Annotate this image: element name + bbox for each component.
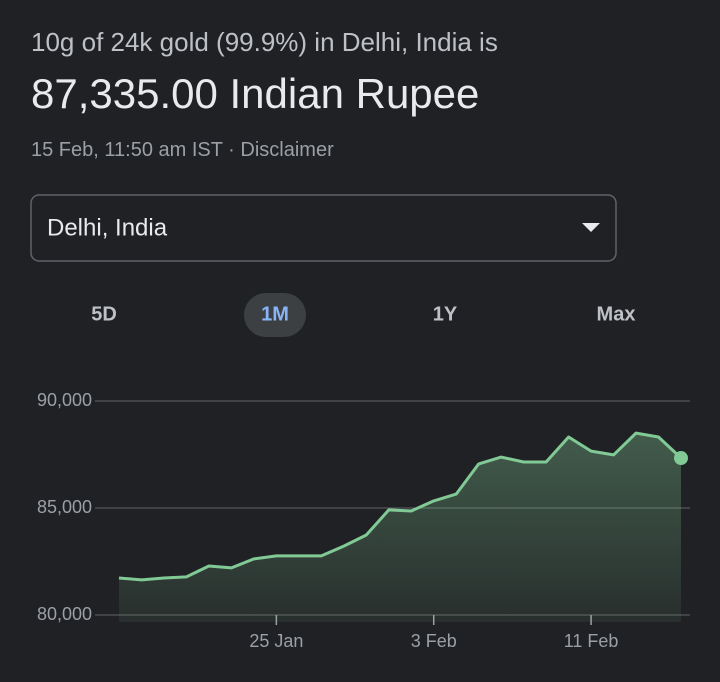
range-tab[interactable]: Max <box>597 303 636 325</box>
line <box>118 431 683 582</box>
chart: 80,000 85,000 90,000 25 Jan 3 Feb 11 Feb <box>37 390 690 651</box>
range-tab[interactable]: 5D <box>91 303 117 325</box>
tab-selected-bg[interactable] <box>244 293 306 337</box>
range-tab[interactable]: 1Y <box>433 303 458 325</box>
timestamp-text: 15 Feb, 11:50 am IST <box>31 139 223 161</box>
y-tick-label: 80,000 <box>37 604 92 624</box>
x-tick-label: 3 Feb <box>411 631 457 651</box>
range-tab[interactable]: 1M <box>261 303 289 325</box>
disclaimer-link[interactable]: Disclaimer <box>240 139 334 161</box>
dropdown-text[interactable]: Delhi, India <box>47 214 168 241</box>
title: 10g of 24k gold (99.9%) in Delhi, India … <box>31 27 498 57</box>
timestamp: 15 Feb, 11:50 am IST · Disclaimer <box>31 139 334 161</box>
x-tick-label: 25 Jan <box>249 631 303 651</box>
price: 87,335.00 Indian Rupee <box>31 70 479 117</box>
separator: · <box>228 139 235 161</box>
y-tick-label: 90,000 <box>37 390 92 410</box>
x-tick-label: 11 Feb <box>564 631 619 651</box>
area <box>119 433 681 622</box>
y-tick-label: 85,000 <box>37 497 92 517</box>
end-dot <box>674 451 688 466</box>
dropdown-arrow[interactable] <box>582 223 600 232</box>
dropdown-box[interactable] <box>30 194 617 262</box>
range-tabs: 5D 1M 1Y Max <box>91 293 635 337</box>
location-dropdown[interactable]: Delhi, India <box>30 194 617 262</box>
